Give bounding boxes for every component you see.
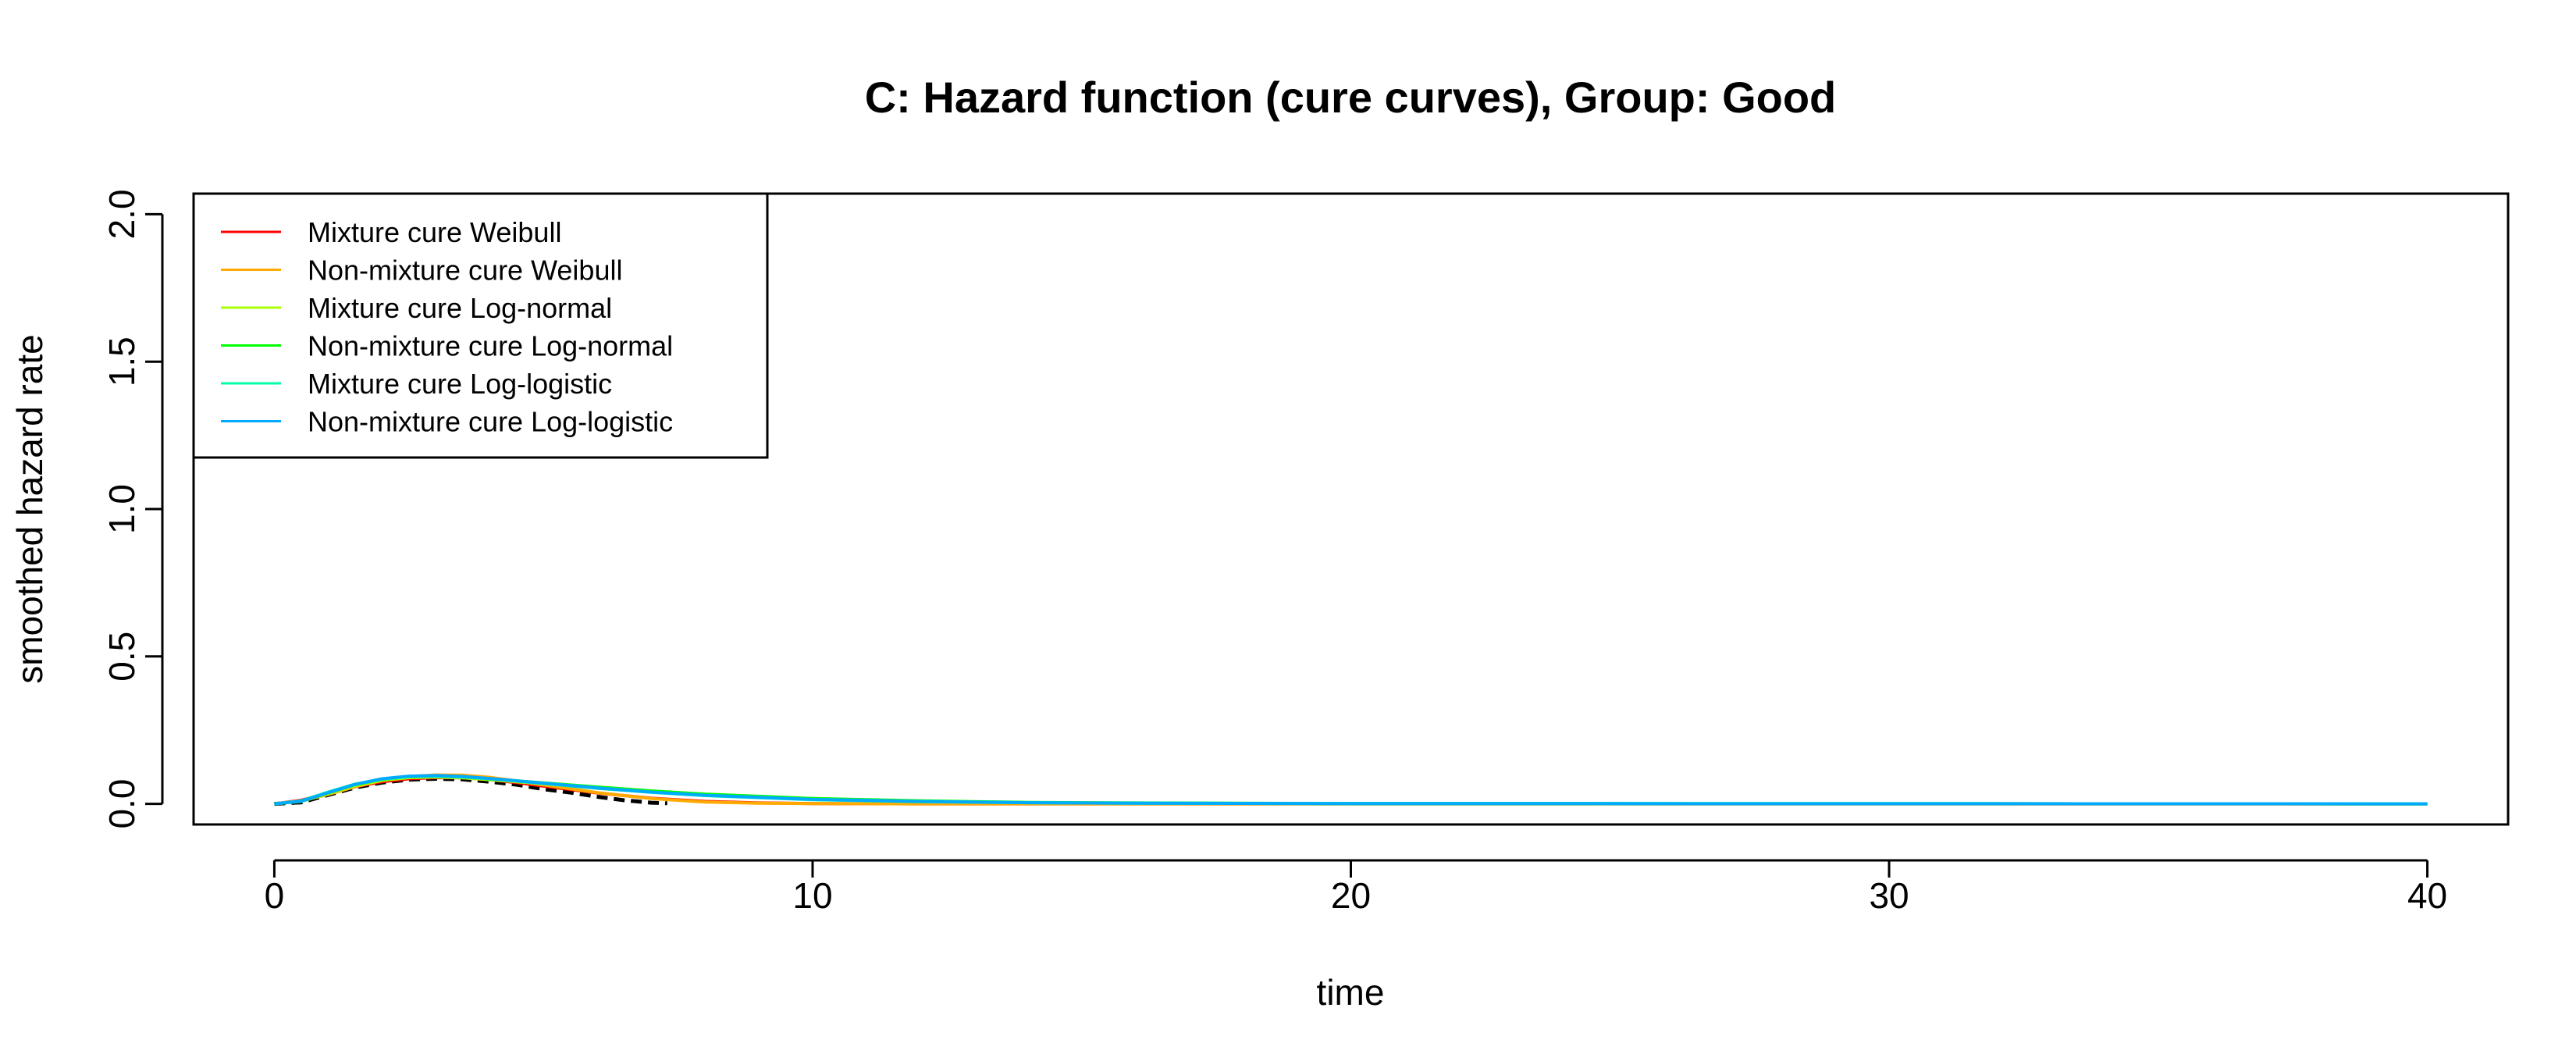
series-line-mixture-cure-weibull [274, 776, 2428, 806]
legend-label: Non-mixture cure Log-logistic [308, 406, 673, 438]
series-line-non-mixture-cure-log-normal [274, 774, 2428, 806]
plot-frame [192, 192, 2510, 826]
legend-items: Mixture cure Weibull Non-mixture cure Wei… [221, 216, 673, 438]
y-tick-label: 0.5 [101, 632, 142, 682]
x-tick-label: 0 [265, 875, 285, 916]
y-tick-label: 1.5 [101, 336, 142, 386]
legend: Mixture cure Weibull Non-mixture cure Wei… [192, 192, 769, 459]
legend-label: Non-mixture cure Log-normal [308, 330, 673, 362]
legend-label: Non-mixture cure Weibull [308, 255, 622, 287]
legend-label: Mixture cure Weibull [308, 216, 561, 248]
legend-label: Mixture cure Log-normal [308, 292, 612, 324]
y-tick-label: 2.0 [101, 189, 142, 239]
series-line-mixture-cure-log-logistic [274, 774, 2428, 806]
x-tick-label: 30 [1869, 875, 1909, 916]
series-line-non-mixture-cure-log-logistic [274, 774, 2428, 806]
y-tick-label: 0.0 [101, 779, 142, 829]
legend-label: Mixture cure Log-logistic [308, 368, 612, 400]
x-axis: 0 10 20 30 40 [265, 859, 2447, 916]
x-tick-label: 40 [2407, 875, 2447, 916]
y-axis: 0.0 0.5 1.0 1.5 2.0 [101, 189, 164, 829]
x-tick-label: 20 [1331, 875, 1371, 916]
x-tick-label: 10 [792, 875, 832, 916]
y-tick-label: 1.0 [101, 484, 142, 534]
series-line-mixture-cure-log-normal [274, 775, 2428, 806]
y-axis-label: smoothed hazard rate [9, 334, 50, 684]
chart-title: C: Hazard function (cure curves), Group:… [865, 73, 1837, 122]
legend-box [192, 192, 769, 459]
x-axis-label: time [1317, 972, 1385, 1013]
plot-lines [274, 773, 2428, 807]
